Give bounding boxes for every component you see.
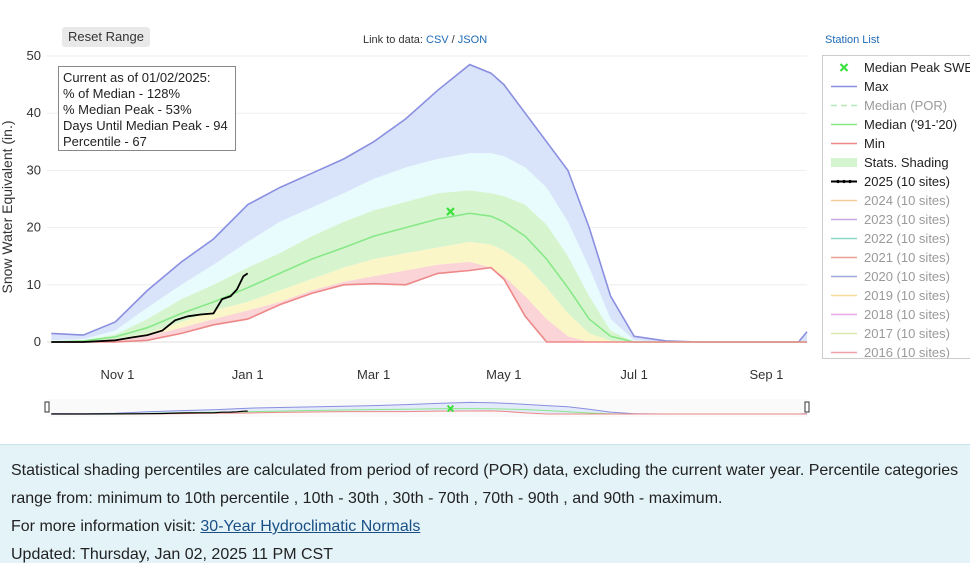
legend-label: 2024 (10 sites) [864, 193, 950, 208]
range-slider-peak-marker [446, 404, 455, 413]
updated-timestamp: Updated: Thursday, Jan 02, 2025 11 PM CS… [11, 546, 333, 563]
more-info-prefix: For more information visit: [11, 518, 201, 535]
y-tick-label: 50 [27, 48, 41, 63]
legend-swatch-dot [848, 179, 852, 184]
legend-label: 2021 (10 sites) [864, 250, 950, 265]
legend-label: 2018 (10 sites) [864, 307, 950, 322]
legend-swatch-dot [836, 179, 840, 184]
normals-link[interactable]: 30-Year Hydroclimatic Normals [200, 518, 421, 535]
link-to-data-label: Link to data: [363, 34, 426, 46]
current-year-line [51, 272, 249, 343]
csv-link[interactable]: CSV [426, 34, 449, 46]
legend-swatch [831, 123, 857, 126]
legend-label: 2016 (10 sites) [864, 345, 950, 359]
legend-label: Min [864, 136, 885, 151]
y-tick-label: 30 [27, 162, 41, 177]
legend-swatch-shape [831, 158, 857, 167]
chart-svg[interactable]: 0 10 20 30 40 50 Nov 1 Jan 1 Mar 1 May 1 Jul 1 Sep … [0, 0, 970, 420]
legend-label: 2020 (10 sites) [864, 269, 950, 284]
json-link[interactable]: JSON [457, 34, 488, 46]
range-handle-left[interactable] [44, 401, 50, 413]
x-tick-label: Jan 1 [232, 367, 264, 382]
y-tick-label: 0 [34, 334, 41, 349]
median-peak-marker [446, 207, 455, 216]
status-percent-median: % of Median - 128% [63, 86, 181, 101]
legend-swatch [831, 218, 857, 221]
current-status-box: Current as of 01/02/2025: % of Median - … [58, 66, 236, 151]
legend-swatch [831, 158, 857, 167]
legend-label: 2019 (10 sites) [864, 288, 950, 303]
band-p90-max [51, 64, 808, 342]
legend-swatch [831, 142, 857, 145]
station-list-link[interactable]: Station List [825, 34, 880, 46]
info-panel: Statistical shading percentiles are calc… [0, 444, 970, 563]
link-to-data: Link to data: CSV / JSON [363, 34, 487, 46]
x-tick-label: Sep 1 [749, 367, 783, 382]
legend-label: Stats. Shading [864, 155, 949, 170]
legend-swatch [831, 237, 857, 240]
x-tick-label: Nov 1 [100, 367, 134, 382]
band-p10-p30 [51, 241, 808, 342]
range-slider-min [51, 410, 807, 415]
reset-range-button[interactable]: Reset Range [62, 27, 150, 47]
legend-swatch [831, 294, 857, 297]
legend-label: 2023 (10 sites) [864, 212, 950, 227]
legend-swatch [831, 104, 857, 107]
status-days-until-peak: Days Until Median Peak - 94 [63, 118, 228, 133]
link-separator: / [448, 34, 458, 46]
legend-swatch [839, 63, 849, 72]
legend-label: Median (POR) [864, 98, 948, 113]
legend-swatch [831, 199, 857, 202]
legend-swatch [831, 256, 857, 259]
legend-label: Median Peak SWE [864, 60, 970, 75]
min-line [51, 266, 807, 343]
legend-swatch [831, 179, 857, 184]
x-tick-label: Mar 1 [357, 367, 390, 382]
y-tick-label: 20 [27, 220, 41, 235]
chart-legend: Median Peak SWE Max Median (POR) Median ('9… [822, 55, 970, 359]
legend-label: Median ('91-'20) [864, 117, 958, 132]
snow-water-equivalent-chart[interactable]: 0 10 20 30 40 50 Nov 1 Jan 1 Mar 1 May 1 Jul 1 Sep … [0, 0, 970, 420]
legend-label: 2017 (10 sites) [864, 326, 950, 341]
band-p70-p90 [51, 153, 808, 342]
status-date: Current as of 01/02/2025: [63, 70, 211, 85]
legend-swatch-dot [842, 179, 846, 184]
legend-swatch [831, 332, 857, 335]
range-slider-current [51, 410, 248, 415]
legend-swatch [831, 275, 857, 278]
legend-label: 2025 (10 sites) [864, 174, 950, 189]
y-axis-title: Snow Water Equivalent (in.) [0, 121, 15, 294]
status-percentile: Percentile - 67 [63, 134, 147, 149]
legend-swatch-shape [839, 63, 849, 72]
shading-note: Statistical shading percentiles are calc… [11, 462, 959, 507]
x-tick-label: Jul 1 [620, 367, 647, 382]
more-info-line: For more information visit: 30-Year Hydr… [11, 513, 970, 541]
y-tick-label: 10 [27, 277, 41, 292]
legend-label: 2022 (10 sites) [864, 231, 950, 246]
legend-swatch [831, 313, 857, 316]
legend-swatch [831, 85, 857, 88]
range-handle-right[interactable] [804, 401, 810, 413]
x-tick-label: May 1 [486, 367, 521, 382]
status-percent-median-peak: % Median Peak - 53% [63, 102, 192, 117]
y-tick-label: 40 [27, 105, 41, 120]
legend-label: Max [864, 79, 889, 94]
legend-swatch [831, 351, 857, 354]
